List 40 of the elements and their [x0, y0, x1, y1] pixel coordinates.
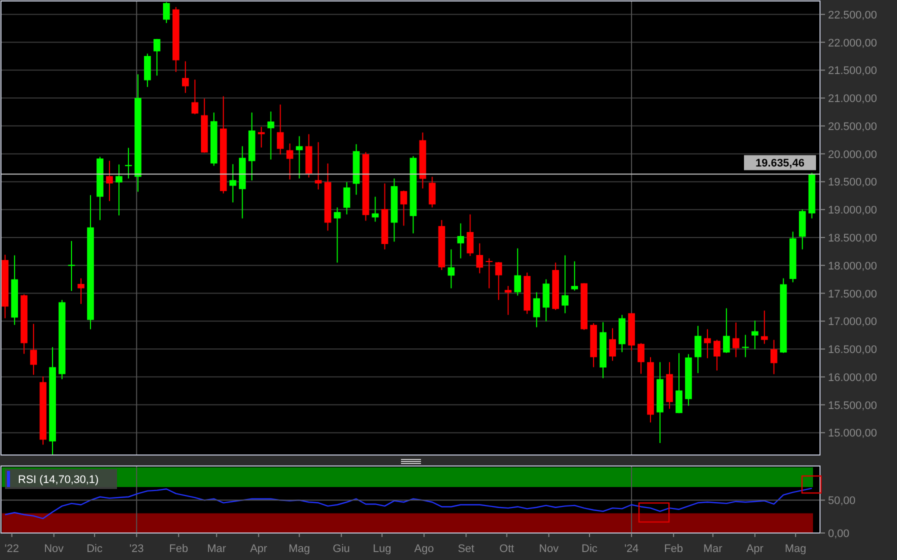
y-tick-label: 22.000,00 — [828, 37, 877, 50]
y-tick-label: 50,00 — [828, 495, 856, 508]
y-tick-label: 0,00 — [828, 528, 850, 540]
x-tick-label: Dic — [582, 543, 598, 555]
x-tick-label: Apr — [250, 543, 268, 555]
x-tick-label: '23 — [129, 543, 144, 555]
y-tick-label: 21.000,00 — [828, 93, 877, 106]
x-tick-label: Giu — [332, 543, 350, 555]
x-tick-label: Set — [458, 543, 474, 555]
x-tick-label: Lug — [372, 543, 392, 555]
x-tick-label: Feb — [664, 543, 684, 555]
x-tick-label: Apr — [746, 543, 764, 555]
ref-line-label: 19.635,46 — [756, 158, 804, 170]
y-tick-label: 17.500,00 — [828, 288, 877, 300]
y-tick-label: 19.000,00 — [828, 204, 877, 217]
x-tick-label: Mag — [288, 543, 310, 555]
y-tick-label: 20.000,00 — [828, 148, 877, 161]
y-tick-label: 18.500,00 — [828, 232, 877, 244]
x-tick-label: Mag — [784, 543, 806, 555]
y-tick-label: 22.500,00 — [828, 9, 877, 22]
y-tick-label: 15.500,00 — [828, 400, 877, 412]
x-tick-label: Dic — [86, 543, 104, 555]
x-tick-label: '24 — [624, 543, 639, 555]
y-tick-label: 19.500,00 — [828, 176, 877, 189]
y-tick-label: 18.000,00 — [828, 260, 877, 272]
y-tick-label: 16.000,00 — [828, 372, 877, 384]
x-tick-label: Ago — [414, 543, 434, 555]
x-tick-label: Feb — [169, 543, 188, 555]
y-tick-label: 17.000,00 — [828, 316, 877, 328]
y-tick-label: 16.500,00 — [828, 344, 877, 356]
x-tick-label: Mar — [703, 543, 723, 555]
x-tick-label: Nov — [44, 543, 64, 555]
x-tick-label: '22 — [4, 543, 20, 555]
y-tick-label: 15.000,00 — [828, 428, 877, 440]
y-tick-label: 20.500,00 — [828, 120, 877, 133]
x-tick-label: Nov — [539, 543, 560, 555]
x-tick-label: Ott — [499, 543, 514, 555]
y-tick-label: 21.500,00 — [828, 65, 877, 78]
legend-label: RSI (14,70,30,1) — [18, 474, 99, 486]
x-tick-label: Mar — [207, 543, 226, 555]
